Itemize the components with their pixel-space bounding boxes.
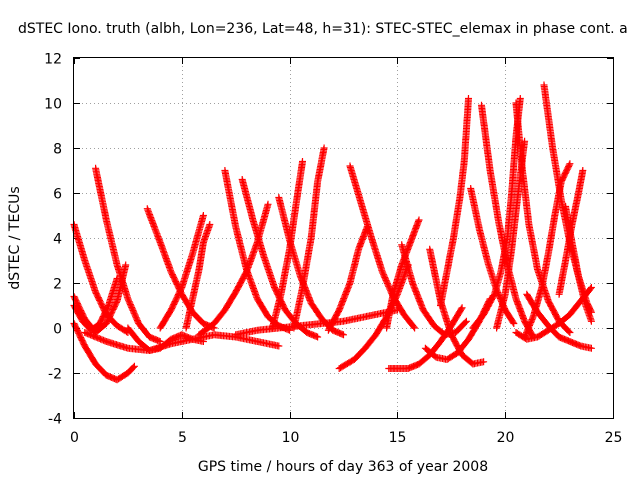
y-tick-label: 8 [53,142,62,158]
x-axis-label: GPS time / hours of day 363 of year 2008 [198,459,488,475]
data-point [299,158,306,165]
data-point [565,161,573,169]
y-tick-label: -4 [48,412,62,428]
data-point [320,144,328,152]
data-point [458,304,466,312]
data-track [324,223,371,334]
x-tick-label: 0 [70,430,79,446]
data-point [340,331,347,339]
data-point [128,305,136,313]
data-track [182,221,214,332]
data-point [579,167,587,174]
data-point [566,329,574,336]
data-track [540,81,595,316]
y-axis-label: dSTEC / TECUs [7,186,23,289]
data-point [587,284,595,291]
data-point [565,327,573,335]
data-point [415,216,423,224]
data-track [521,160,574,341]
y-tick-label: 2 [53,277,62,293]
data-point [411,324,419,332]
data-track [469,95,524,332]
data-track [238,176,322,341]
data-track [523,290,595,352]
data-point [457,305,465,313]
data-track [437,95,472,309]
data-point [521,137,529,145]
data-point [461,318,469,326]
data-point [206,221,214,228]
data-points [70,81,595,384]
data-point [586,313,594,321]
y-tick-label: -2 [48,367,62,383]
data-point [462,317,470,325]
data-point [129,363,137,371]
data-point [275,342,283,350]
x-tick-label: 10 [282,430,300,446]
x-tick-label: 20 [497,430,515,446]
data-track [555,167,587,298]
data-track [290,144,328,332]
x-tick-label: 15 [389,430,407,446]
data-track [346,162,419,332]
data-point [156,338,164,345]
y-tick-label: 10 [44,97,62,113]
data-point [509,318,517,326]
data-track [493,137,529,332]
data-point [199,212,207,219]
data-point [314,333,322,341]
data-track [92,164,164,345]
axes: 0 5 10 15 20 25 -4 -2 0 2 4 6 8 10 12 [44,52,622,447]
y-tick-label: 12 [44,52,62,68]
data-track [268,158,306,332]
data-point [410,323,418,331]
data-point [264,200,272,208]
chart-title: dSTEC Iono. truth (albh, Lon=236, Lat=48… [18,21,628,37]
data-point [587,285,594,293]
y-tick-label: 0 [53,322,62,338]
data-point [510,320,518,327]
data-point [130,362,138,370]
data-point [480,358,488,366]
data-point [122,261,130,269]
y-tick-label: 4 [53,232,62,248]
data-track [81,329,283,354]
data-track [383,216,423,332]
data-point [587,317,595,325]
data-point [566,160,574,168]
data-track [195,200,272,339]
data-point [587,344,595,352]
x-tick-label: 25 [605,430,623,446]
data-point [465,95,472,102]
data-point [583,305,591,313]
data-point [516,95,524,102]
y-tick-label: 6 [53,187,62,203]
data-point [383,278,391,286]
x-tick-label: 5 [178,430,187,446]
plot-frame [73,57,614,419]
data-track [385,304,466,372]
data-track [156,212,207,332]
